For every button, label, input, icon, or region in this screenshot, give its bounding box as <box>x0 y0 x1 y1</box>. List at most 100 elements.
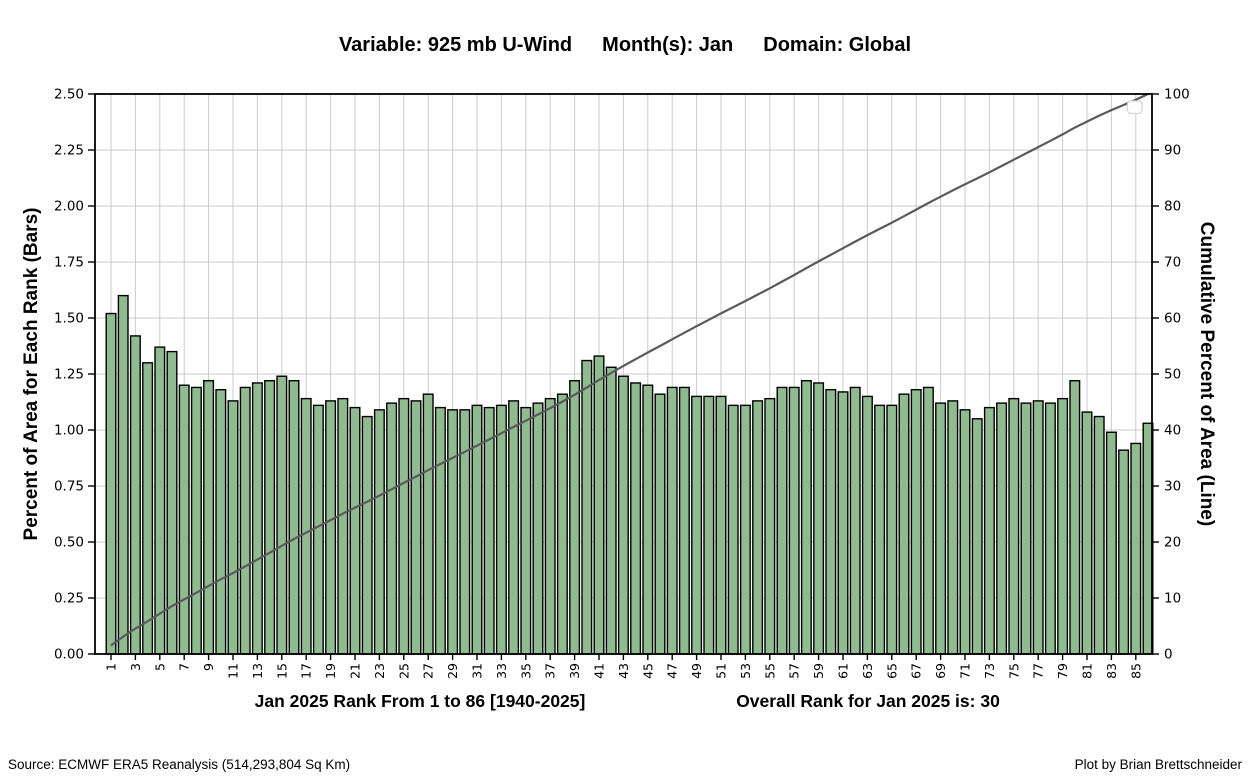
source-note: Source: ECMWF ERA5 Reanalysis (514,293,8… <box>8 757 351 772</box>
x-tick-label: 7 <box>177 663 192 671</box>
bar-rank-46 <box>654 393 666 655</box>
bar-rank-40 <box>581 359 593 655</box>
x-tick-label: 27 <box>421 663 436 679</box>
bar-rank-39 <box>569 380 581 655</box>
bar-rank-27 <box>422 393 434 655</box>
y-tick-label-right: 100 <box>1164 87 1190 103</box>
bar-rank-35 <box>520 406 532 655</box>
bar-rank-56 <box>776 386 788 655</box>
x-tick-label: 71 <box>958 663 973 679</box>
bar-rank-32 <box>483 406 495 655</box>
bar-rank-54 <box>752 400 764 655</box>
bar-rank-16 <box>288 380 300 655</box>
bar-rank-24 <box>386 402 398 655</box>
bar-rank-33 <box>495 404 507 655</box>
bar-rank-10 <box>215 388 227 655</box>
bar-rank-11 <box>227 400 239 655</box>
x-tick-label: 51 <box>714 663 729 679</box>
x-tick-label: 57 <box>787 663 802 679</box>
title-month: Month(s): Jan <box>602 34 734 56</box>
y-tick-label-right: 80 <box>1164 199 1181 215</box>
y-tick-label-right: 50 <box>1164 367 1181 383</box>
bar-rank-13 <box>251 382 263 655</box>
bar-rank-73 <box>983 406 995 655</box>
x-tick-label: 35 <box>518 663 533 679</box>
bar-rank-51 <box>715 395 727 655</box>
x-tick-label: 79 <box>1055 663 1070 679</box>
bar-rank-65 <box>886 404 898 655</box>
bar-rank-59 <box>813 382 825 655</box>
bar-rank-37 <box>544 397 556 655</box>
x-tick-label: 81 <box>1080 663 1095 679</box>
bar-rank-15 <box>276 375 288 655</box>
bar-rank-8 <box>190 386 202 655</box>
bar-rank-26 <box>410 400 422 655</box>
bar-rank-41 <box>593 355 605 655</box>
x-tick-label: 61 <box>836 663 851 679</box>
x-tick-label: 11 <box>226 663 241 679</box>
bar-rank-62 <box>849 386 861 655</box>
bar-rank-50 <box>703 395 715 655</box>
y-tick-label-right: 20 <box>1164 535 1181 551</box>
x-tick-label: 75 <box>1006 663 1021 679</box>
x-tick-label: 1 <box>104 663 119 671</box>
x-tick-label: 45 <box>640 663 655 679</box>
bar-rank-63 <box>861 395 873 655</box>
x-axis-caption-overall-rank: Overall Rank for Jan 2025 is: 30 <box>736 691 1000 711</box>
x-tick-label: 37 <box>543 663 558 679</box>
x-tick-label: 29 <box>445 663 460 679</box>
bar-rank-12 <box>239 386 251 655</box>
bar-rank-83 <box>1105 431 1117 655</box>
bar-rank-44 <box>630 382 642 655</box>
title-variable: Variable: 925 mb U-Wind <box>338 34 573 56</box>
bar-rank-84 <box>1118 449 1130 655</box>
x-tick-label: 9 <box>201 663 216 671</box>
bar-rank-76 <box>1020 402 1032 655</box>
y-axis-title-right: Cumulative Percent of Area (Line) <box>1196 221 1217 527</box>
bar-rank-31 <box>471 404 483 655</box>
legend-box <box>1126 100 1143 115</box>
bar-rank-79 <box>1057 397 1069 655</box>
bar-rank-75 <box>1008 397 1020 655</box>
x-tick-label: 53 <box>738 663 753 679</box>
x-tick-label: 21 <box>348 663 363 679</box>
x-tick-label: 41 <box>592 663 607 679</box>
x-tick-label: 5 <box>152 663 167 671</box>
bar-rank-61 <box>837 391 849 655</box>
y-tick-label-left: 2.25 <box>54 143 84 159</box>
bar-rank-36 <box>532 402 544 655</box>
bar-rank-19 <box>325 400 337 655</box>
figure-title: Variable: 925 mb U-Wind Month(s): Jan Do… <box>0 34 1250 57</box>
x-tick-label: 63 <box>860 663 875 679</box>
x-tick-label: 17 <box>299 663 314 679</box>
bar-rank-74 <box>996 402 1008 655</box>
x-tick-label: 31 <box>470 663 485 679</box>
bar-rank-23 <box>373 409 385 655</box>
bar-rank-77 <box>1032 400 1044 655</box>
y-tick-label-left: 2.50 <box>54 87 84 103</box>
bar-rank-60 <box>825 388 837 655</box>
bar-rank-7 <box>178 384 190 655</box>
y-tick-label-left: 2.00 <box>54 199 84 215</box>
bar-rank-55 <box>764 397 776 655</box>
x-tick-label: 77 <box>1031 663 1046 679</box>
x-tick-label: 15 <box>274 663 289 679</box>
bar-rank-29 <box>447 409 459 655</box>
bar-rank-64 <box>874 404 886 655</box>
bar-rank-30 <box>459 409 471 655</box>
bar-rank-57 <box>788 386 800 655</box>
bar-rank-82 <box>1093 415 1105 655</box>
x-tick-label: 73 <box>982 663 997 679</box>
bar-rank-22 <box>361 415 373 655</box>
bar-rank-38 <box>556 393 568 655</box>
y-tick-label-left: 0.25 <box>54 591 84 607</box>
y-tick-label-left: 1.50 <box>54 311 84 327</box>
x-tick-label: 33 <box>494 663 509 679</box>
bar-rank-17 <box>300 397 312 655</box>
bar-rank-80 <box>1069 380 1081 655</box>
x-tick-label: 67 <box>909 663 924 679</box>
x-tick-label: 47 <box>665 663 680 679</box>
bar-rank-14 <box>264 380 276 655</box>
